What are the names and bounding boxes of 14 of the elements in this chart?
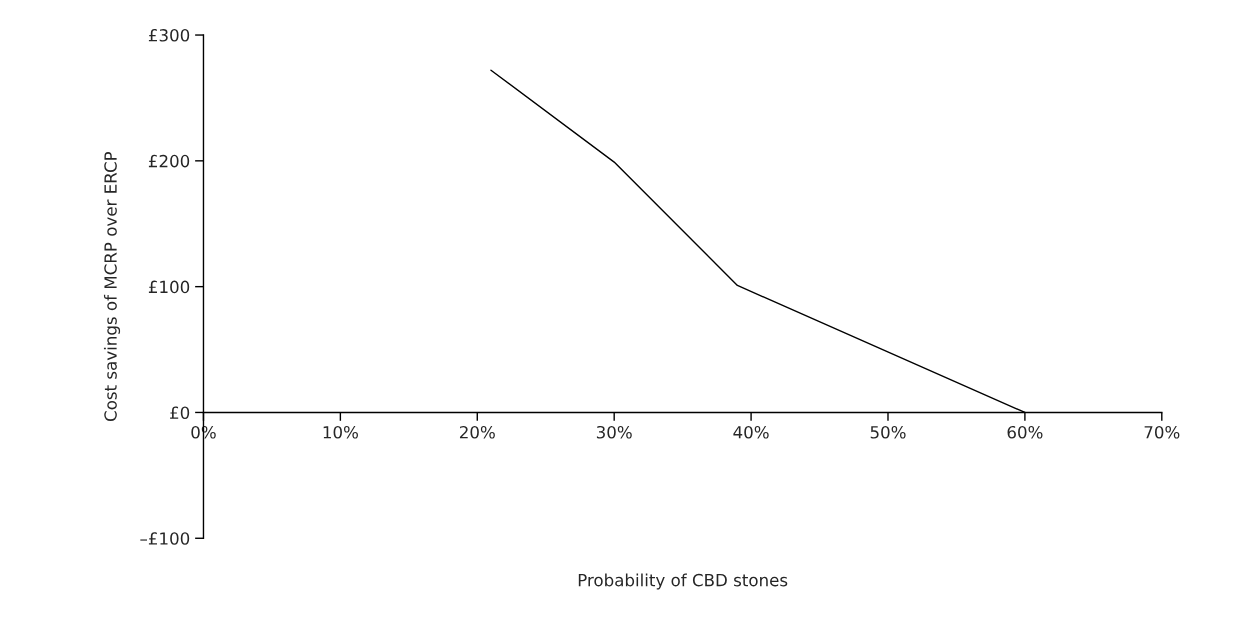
y-tick-label: £300 — [148, 29, 190, 42]
x-tick-label: 50% — [870, 425, 906, 439]
y-tick-label: £0 — [170, 406, 190, 420]
x-tick-label: 10% — [323, 425, 358, 439]
y-axis-title: Cost savings of MCRP over ERCP — [103, 151, 121, 422]
y-tick-label: –£100 — [140, 532, 190, 545]
x-axis-title: Probability of CBD stones — [578, 573, 788, 590]
y-tick-label: £200 — [148, 154, 190, 168]
x-tick-label: 30% — [596, 425, 632, 439]
y-tick-label: £100 — [148, 280, 190, 294]
x-tick-label: 60% — [1007, 425, 1043, 439]
x-tick-label: 70% — [1144, 425, 1180, 439]
x-tick-label: 40% — [733, 425, 769, 439]
x-tick-label: 20% — [459, 425, 495, 439]
